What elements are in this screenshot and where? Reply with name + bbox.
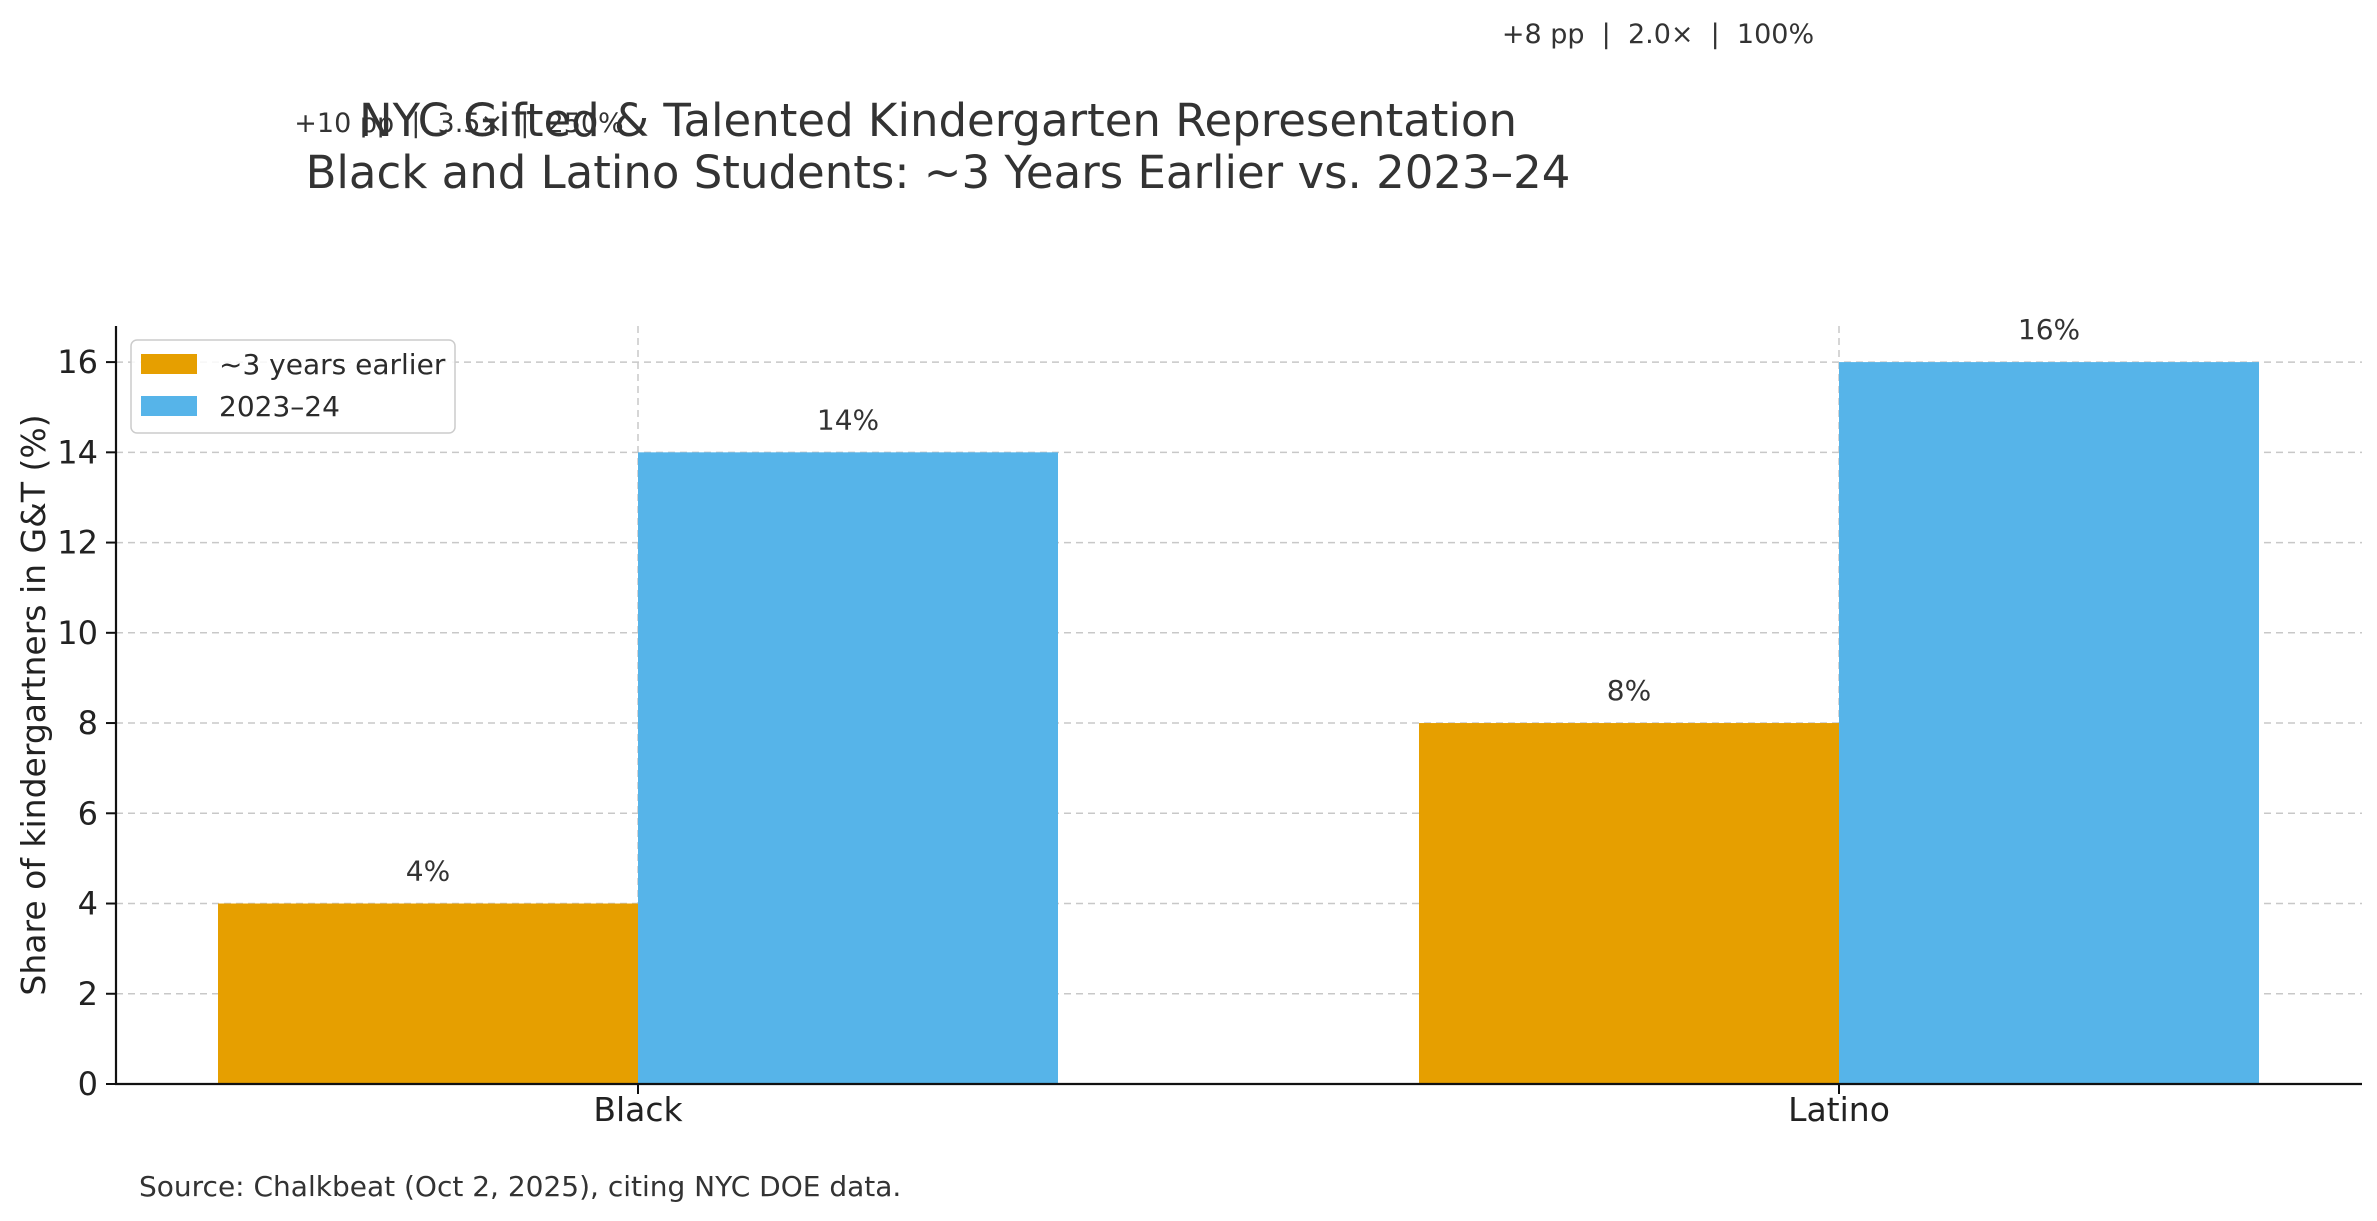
y-tick-label: 2 bbox=[78, 975, 98, 1013]
data-label-latino-series-0: 8% bbox=[1607, 674, 1651, 707]
chart-title-line-2: Black and Latino Students: ~3 Years Earl… bbox=[306, 146, 1571, 199]
data-label-latino-series-1: 16% bbox=[2018, 313, 2080, 346]
y-tick-label: 14 bbox=[57, 433, 98, 471]
legend-label-earlier: ~3 years earlier bbox=[219, 348, 446, 381]
legend: ~3 years earlier 2023–24 bbox=[130, 339, 456, 434]
chart-title-line-1: NYC Gifted & Talented Kindergarten Repre… bbox=[359, 94, 1517, 147]
y-tick-label: 0 bbox=[78, 1065, 98, 1103]
x-category-label-black: Black bbox=[593, 1090, 683, 1129]
labels-layer: 4% 8% 14% 16% +10 pp | 3.5× | 250% +8 pp | 2.… bbox=[294, 19, 2080, 888]
y-tick-label: 10 bbox=[57, 614, 98, 652]
source-note: Source: Chalkbeat (Oct 2, 2025), citing … bbox=[139, 1170, 901, 1203]
bar-latino-series-1 bbox=[1839, 362, 2259, 1085]
legend-swatch-earlier bbox=[141, 354, 197, 374]
y-tick-label: 4 bbox=[78, 885, 98, 923]
legend-frame bbox=[130, 339, 456, 434]
bar-latino-series-0 bbox=[1419, 723, 1839, 1084]
legend-swatch-2023-24 bbox=[141, 396, 197, 416]
data-label-black-series-1: 14% bbox=[817, 403, 879, 436]
legend-label-2023-24: 2023–24 bbox=[219, 390, 340, 423]
bar-black-series-0 bbox=[218, 903, 638, 1084]
y-tick-label: 6 bbox=[78, 794, 98, 832]
axes-layer: 0 2 4 6 8 10 12 14 16 Black Latino bbox=[57, 326, 2362, 1129]
y-tick-label: 12 bbox=[57, 524, 98, 562]
annotation-latino: +8 pp | 2.0× | 100% bbox=[1502, 19, 1814, 50]
y-axis-title: Share of kindergartners in G&T (%) bbox=[14, 414, 53, 995]
bar-black-series-1 bbox=[638, 452, 1058, 1084]
data-label-black-series-0: 4% bbox=[406, 855, 450, 888]
bars-layer bbox=[218, 362, 2259, 1085]
y-tick-label: 16 bbox=[57, 343, 98, 381]
x-category-label-latino: Latino bbox=[1788, 1090, 1890, 1129]
annotation-black: +10 pp | 3.5× | 250% bbox=[294, 108, 623, 139]
y-tick-label: 8 bbox=[78, 704, 98, 742]
